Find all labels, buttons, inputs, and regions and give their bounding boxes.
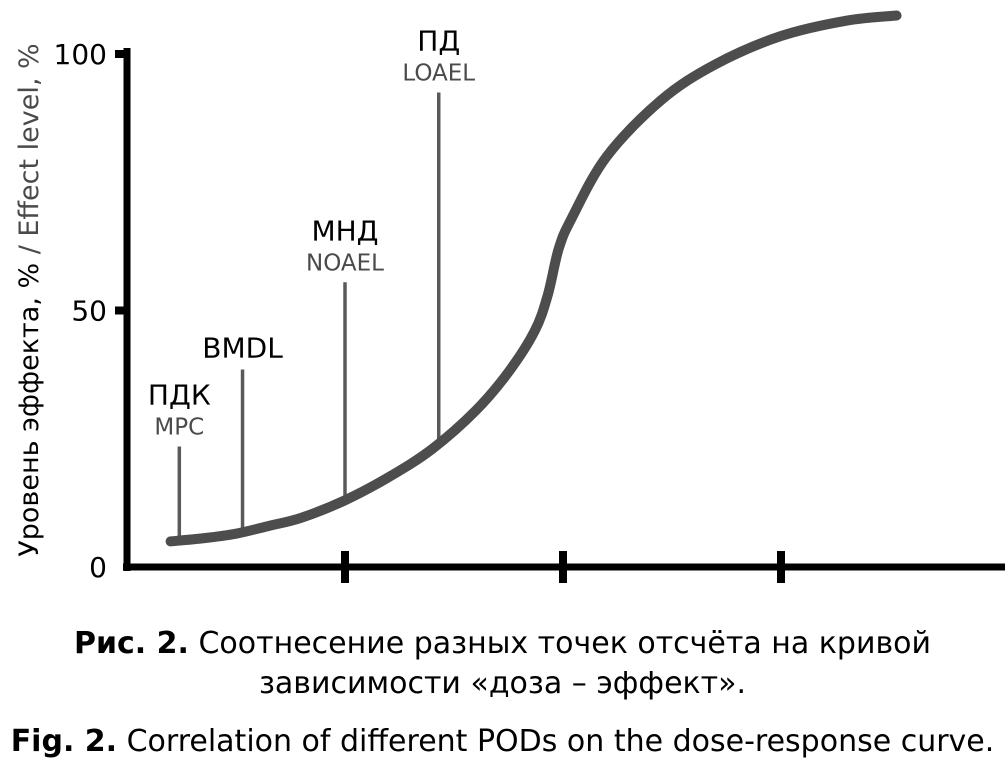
annotation-labels: 100 50 0 MPC ПДК BMDL NOAEL МНД LOAEL ПД [54, 24, 476, 584]
y-tick-label: 0 [89, 551, 107, 584]
y-axis-label: Уровень эффекта, % / Effect level, % [14, 43, 45, 556]
y-axis-label-group: Уровень эффекта, % / Effect level, % [14, 43, 45, 556]
annotation-label: ПД [417, 24, 460, 57]
caption-en-bold: Fig. 2. [10, 724, 118, 759]
annotation-label: BMDL [202, 331, 283, 364]
dose-response-curve [165, 10, 902, 547]
annotation-sublabel: NOAEL [306, 250, 384, 276]
figure-caption-en: Fig. 2. Correlation of different PODs on… [0, 722, 1005, 762]
figure-caption-ru: Рис. 2. Соотнесение разных точек отсчёта… [0, 624, 1005, 704]
annotation-sublabel: MPC [154, 414, 204, 440]
caption-en-text: Correlation of different PODs on the dos… [117, 724, 995, 759]
dose-response-chart: 100 50 0 MPC ПДК BMDL NOAEL МНД LOAEL ПД Уровень … [14, 10, 1005, 584]
y-tick-label: 50 [71, 295, 107, 328]
y-axis-label-en: Effect level, % [14, 43, 45, 236]
caption-ru-bold: Рис. 2. [74, 626, 189, 661]
y-axis-label-separator: / [14, 237, 45, 263]
annotation-lines [177, 92, 441, 541]
axes [115, 48, 1005, 583]
y-tick-label: 100 [54, 38, 107, 71]
annotation-sublabel: LOAEL [402, 60, 475, 86]
annotation-label: ПДК [148, 378, 211, 411]
caption-ru-text: Соотнесение разных точек отсчёта на крив… [188, 626, 931, 701]
y-axis-label-ru: Уровень эффекта, % [14, 263, 45, 557]
annotation-label: МНД [311, 214, 378, 247]
curve-group [165, 10, 902, 547]
